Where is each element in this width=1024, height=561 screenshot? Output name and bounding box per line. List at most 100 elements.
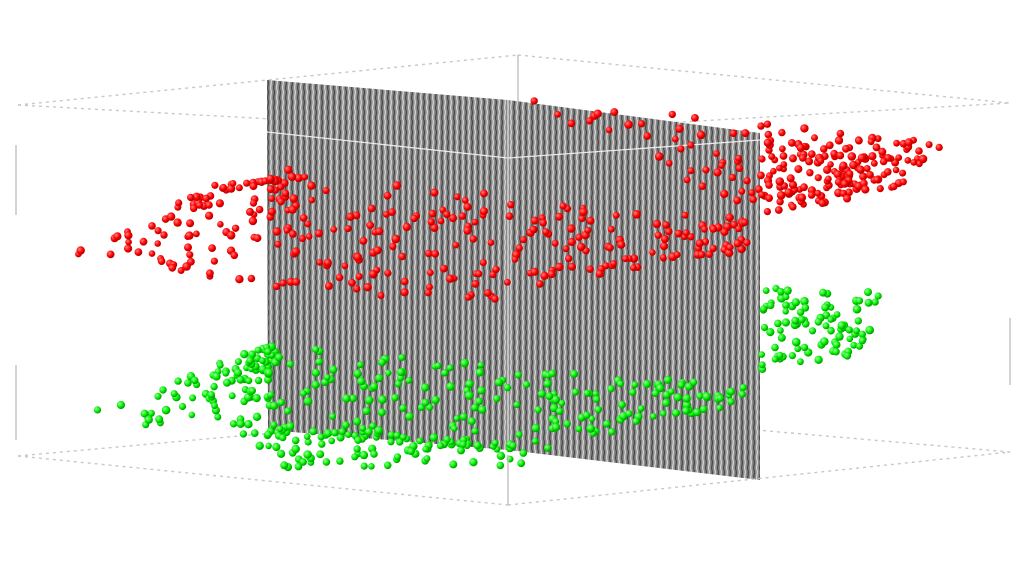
upper-horizon-point <box>586 265 594 273</box>
lower-horizon-point <box>161 405 171 415</box>
upper-horizon-point <box>461 196 469 204</box>
upper-horizon-point <box>246 207 254 216</box>
upper-horizon-point <box>202 194 210 203</box>
upper-horizon-point <box>529 225 538 234</box>
upper-horizon-point <box>205 201 213 209</box>
lower-horizon-point <box>229 420 238 428</box>
lower-horizon-point <box>393 431 401 439</box>
upper-horizon-point <box>910 159 918 166</box>
lower-horizon-point <box>214 413 222 421</box>
upper-horizon-point <box>904 138 913 147</box>
lower-horizon-point <box>344 431 352 438</box>
lower-horizon-point <box>551 395 560 404</box>
lower-horizon-point <box>696 392 704 400</box>
upper-horizon-point <box>892 166 900 174</box>
seismic-panel-section-lines <box>266 100 761 450</box>
lower-horizon-point <box>628 388 637 396</box>
upper-horizon-point <box>382 211 390 218</box>
lower-horizon-point <box>387 438 395 446</box>
lower-horizon-point <box>188 411 196 419</box>
lower-horizon-point <box>264 430 272 439</box>
upper-horizon-point <box>505 212 514 220</box>
lower-horizon-point <box>545 392 554 400</box>
lower-horizon-point <box>791 316 800 325</box>
lower-horizon-point <box>496 461 505 470</box>
lower-horizon-point <box>277 449 286 458</box>
lower-horizon-point <box>543 379 552 388</box>
upper-horizon-point <box>344 225 352 233</box>
lower-horizon-point <box>477 386 486 395</box>
lower-horizon-point <box>465 391 474 400</box>
upper-horizon-point <box>226 231 236 240</box>
upper-horizon-point <box>856 165 865 174</box>
upper-horizon-point <box>859 179 868 188</box>
upper-horizon-point <box>763 138 772 147</box>
upper-horizon-point <box>660 234 670 244</box>
upper-horizon-point <box>288 205 297 214</box>
lower-horizon-point <box>586 424 595 433</box>
upper-horizon-point <box>584 226 592 234</box>
upper-horizon-point <box>353 285 361 293</box>
upper-horizon-point <box>106 250 115 259</box>
lower-horizon-point <box>616 380 624 388</box>
upper-horizon-point <box>878 147 887 156</box>
upper-horizon-point <box>849 160 858 170</box>
upper-horizon-point <box>554 111 562 118</box>
upper-horizon-point <box>775 177 785 186</box>
upper-horizon-point <box>427 218 436 226</box>
upper-horizon-point <box>353 252 362 262</box>
upper-horizon-point <box>840 179 849 188</box>
lower-horizon-point <box>364 427 373 436</box>
upper-horizon-point <box>235 275 244 284</box>
upper-horizon-point <box>507 201 515 209</box>
lower-horizon-point <box>739 384 747 391</box>
lower-horizon-point <box>659 410 667 417</box>
lower-horizon-point <box>342 394 351 403</box>
lower-horizon-point <box>276 425 284 433</box>
upper-horizon-point <box>833 170 842 179</box>
upper-horizon-point <box>154 227 162 235</box>
upper-horizon-point <box>301 173 309 181</box>
lower-horizon-point <box>794 345 802 353</box>
upper-horizon-point <box>764 130 773 139</box>
lower-horizon-point <box>759 305 768 313</box>
upper-horizon-point <box>160 231 168 239</box>
lower-horizon-point <box>311 380 320 389</box>
lower-horizon-point <box>255 441 264 450</box>
upper-horizon-point <box>578 215 586 223</box>
upper-horizon-point <box>866 171 874 179</box>
upper-horizon-point <box>542 228 550 236</box>
lower-horizon-point <box>370 450 378 458</box>
upper-horizon-point <box>391 234 401 244</box>
upper-horizon-point <box>873 176 881 184</box>
upper-horizon-point <box>868 152 877 161</box>
lower-horizon-point <box>369 422 377 430</box>
lower-horizon-point <box>471 427 479 435</box>
upper-horizon-point <box>749 195 757 204</box>
upper-horizon-point <box>463 202 472 211</box>
upper-horizon-point <box>565 254 573 263</box>
upper-horizon-point <box>266 174 275 183</box>
seismic-panel[interactable] <box>266 80 761 480</box>
upper-horizon-point <box>367 204 376 213</box>
lower-horizon-point <box>391 393 399 402</box>
lower-horizon-point <box>368 463 375 470</box>
upper-horizon-point <box>794 165 803 174</box>
upper-horizon-point <box>384 269 392 277</box>
lower-horizon-point <box>394 380 402 388</box>
upper-horizon-point <box>266 185 275 194</box>
lower-horizon-point <box>531 423 540 433</box>
upper-horizon-point <box>206 269 214 278</box>
upper-horizon-point <box>779 145 786 153</box>
upper-horizon-point <box>925 141 933 149</box>
upper-horizon-point <box>935 143 943 151</box>
upper-horizon-point <box>452 241 460 249</box>
upper-horizon-point <box>355 272 363 281</box>
lower-horizon-point <box>279 434 287 442</box>
lower-horizon-point <box>797 358 804 366</box>
upper-horizon-point <box>895 154 903 162</box>
upper-horizon-point <box>720 228 729 236</box>
upper-horizon-point <box>540 271 549 280</box>
